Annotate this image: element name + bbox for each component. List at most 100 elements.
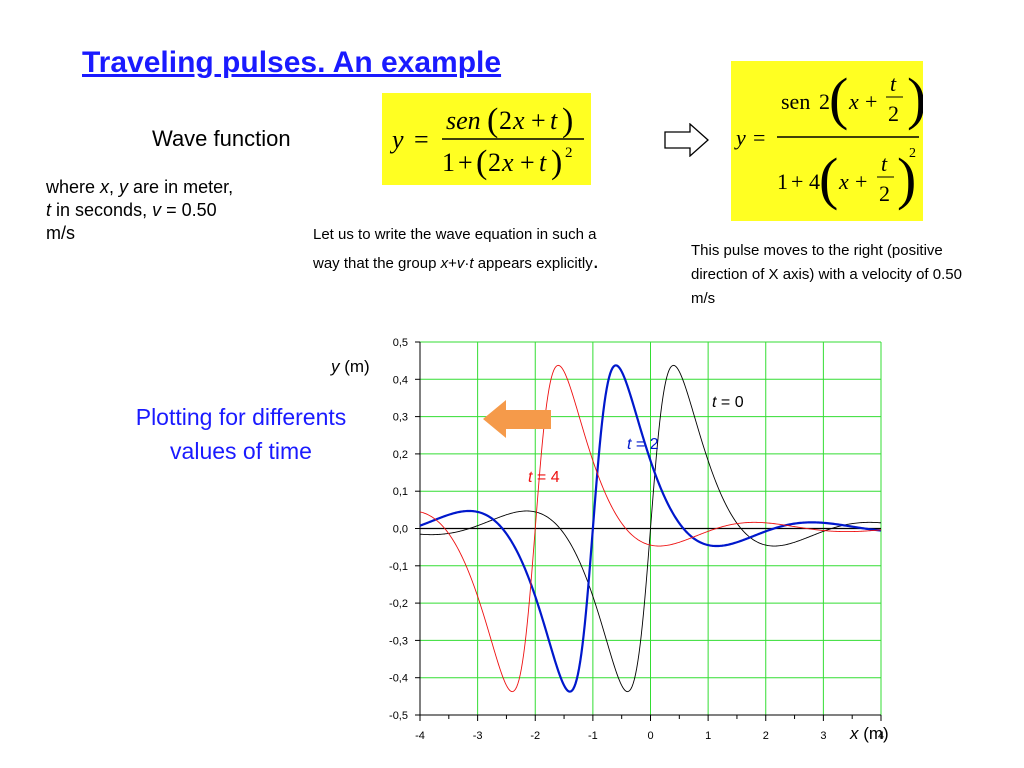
- formula-paren-close: ): [551, 144, 562, 181]
- y-tick-label: 0,1: [393, 486, 408, 498]
- formula-four: 4: [809, 169, 820, 194]
- formula-paren-open: (: [487, 102, 498, 139]
- series-line-t4: [419, 364, 882, 693]
- y-tick-label: 0,2: [393, 449, 408, 461]
- formula-y: y: [734, 125, 746, 150]
- chart-series: [419, 364, 882, 693]
- formula-plus: +: [855, 169, 867, 194]
- formula-exponent: 2: [565, 145, 573, 161]
- left-arrow-orange-icon: [483, 400, 551, 438]
- y-axis-unit: (m): [340, 357, 370, 376]
- formula-x: x: [848, 89, 859, 114]
- x-tick-label: -2: [530, 730, 540, 742]
- wave-function-label: Wave function: [152, 126, 291, 151]
- note-dot: ·: [464, 255, 470, 272]
- formula-paren-close: ): [897, 146, 916, 211]
- formula-x: x: [501, 148, 514, 177]
- wave-function-formula: y = sen ( 2 x + t ) 1 + ( 2 x + t ) 2: [382, 93, 591, 185]
- formula-two: 2: [888, 101, 899, 126]
- formula-x: x: [838, 169, 849, 194]
- note-text: Let us to write the wave equation in suc…: [313, 226, 597, 272]
- direction-note: This pulse moves to the right (positive …: [691, 242, 962, 307]
- y-tick-label: 0,5: [393, 337, 408, 349]
- series-line-t0: [419, 364, 882, 693]
- y-axis-label: y (m): [330, 357, 370, 376]
- slide-title: Traveling pulses. An example: [72, 46, 501, 80]
- note-period: .: [592, 248, 599, 273]
- formula-exponent: 2: [909, 146, 916, 161]
- var-t: t: [469, 255, 474, 272]
- y-tick-label: 0,0: [393, 524, 408, 536]
- var-t: t: [46, 200, 52, 220]
- y-tick-label: 0,4: [393, 374, 408, 386]
- var-v: v: [456, 255, 465, 272]
- rewrite-note: Let us to write the wave equation in suc…: [313, 222, 603, 277]
- formula-equals: =: [414, 125, 429, 154]
- units-text: where: [46, 177, 101, 197]
- note-text: appears explicitly: [473, 255, 593, 272]
- series-label-var: t: [712, 394, 717, 411]
- x-tick-label: 3: [820, 730, 826, 742]
- rewritten-wave-formula: y = sen 2 ( x + t 2 ) 1 + 4 ( x + t 2 ) …: [731, 61, 926, 221]
- y-tick-label: -0,3: [389, 635, 408, 647]
- x-tick-label: 1: [705, 730, 711, 742]
- formula-x: x: [512, 106, 525, 135]
- note-plus: +: [448, 255, 457, 272]
- x-tick-label: -3: [473, 730, 483, 742]
- x-axis-label: x (m): [849, 724, 889, 743]
- series-label-value: = 2: [631, 436, 658, 453]
- formula-paren-close: ): [562, 102, 573, 139]
- series-labels: t = 0t = 2t = 4: [528, 394, 744, 486]
- right-arrow-shape: [664, 122, 709, 158]
- formula-one: 1: [777, 169, 788, 194]
- formula-equals: =: [753, 125, 765, 150]
- x-tick-label: 0: [647, 730, 653, 742]
- formula-plus: +: [791, 169, 803, 194]
- var-y: y: [119, 177, 129, 197]
- right-arrow-svg: [664, 122, 709, 158]
- slide-title-text: Traveling pulses. An example: [82, 46, 502, 79]
- series-label-t0: t = 0: [712, 394, 744, 411]
- formula-sen: sen: [781, 89, 810, 114]
- x-tick-label: 4: [878, 730, 884, 742]
- y-tick-label: -0,5: [389, 710, 408, 722]
- y-axis-var: y: [330, 357, 341, 376]
- formula-paren-open: (: [819, 146, 838, 211]
- units-text: in seconds,: [51, 200, 153, 220]
- formula-plus: +: [520, 148, 535, 177]
- series-label-t2: t = 2: [627, 436, 659, 453]
- formula-paren-close: ): [907, 66, 923, 131]
- chart-axes: [415, 341, 882, 721]
- formula-paren-open: (: [476, 144, 487, 181]
- formula-one: 1: [442, 148, 455, 177]
- x-tick-label: -1: [588, 730, 598, 742]
- y-tick-labels: -0,5 -0,4 -0,3 -0,2 -0,1 0,0 0,1 0,2 0,3 0,4 0,5: [389, 337, 408, 722]
- units-text: are in meter,: [128, 177, 234, 197]
- units-text: = 0.50 m/s: [46, 200, 217, 243]
- y-tick-label: -0,4: [389, 673, 408, 685]
- series-label-value: = 4: [532, 469, 559, 486]
- formula-plus: +: [458, 148, 473, 177]
- x-tick-label: -4: [415, 730, 425, 742]
- series-label-var: t: [528, 469, 533, 486]
- units-description: where x, y are in meter, t in seconds, v…: [46, 176, 236, 245]
- formula-two: 2: [819, 89, 830, 114]
- formula-plus: +: [531, 106, 546, 135]
- var-x: x: [100, 177, 110, 197]
- series-label-var: t: [627, 436, 632, 453]
- formula-t: t: [539, 148, 547, 177]
- x-axis-unit: (m): [859, 724, 889, 743]
- y-tick-label: 0,3: [393, 412, 408, 424]
- formula-two: 2: [499, 106, 512, 135]
- formula-y: y: [389, 125, 404, 154]
- x-axis-var: x: [849, 724, 859, 743]
- series-label-value: = 0: [716, 394, 743, 411]
- series-label-t4: t = 4: [528, 469, 560, 486]
- formula-t: t: [890, 71, 897, 96]
- x-tick-labels: -4 -3 -2 -1 0 1 2 3 4: [415, 730, 884, 742]
- var-v: v: [152, 200, 162, 220]
- right-arrow-outline-icon: [664, 122, 710, 162]
- formula-t: t: [550, 106, 558, 135]
- formula-2-svg: y = sen 2 ( x + t 2 ) 1 + 4 ( x + t 2 ) …: [734, 66, 926, 211]
